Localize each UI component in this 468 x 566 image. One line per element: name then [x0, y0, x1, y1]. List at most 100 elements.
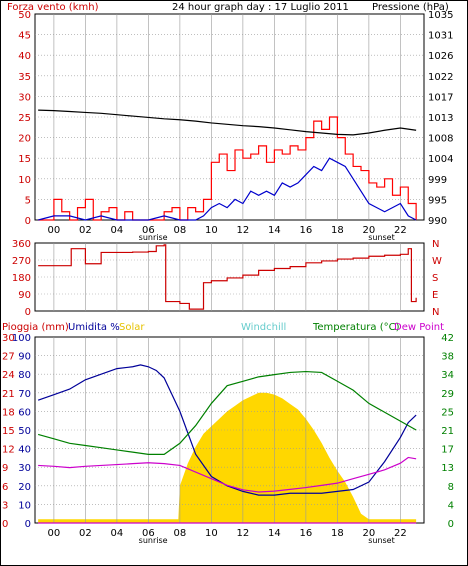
x-tick-label: 14: [268, 528, 281, 539]
temperature-tick-label: 29: [441, 389, 454, 400]
pressure-tick-label: 1004: [428, 154, 453, 165]
compass-label: W: [432, 256, 442, 267]
wind-tick-label: 20: [18, 134, 31, 145]
dewpoint-legend: Dew Point: [394, 322, 444, 333]
humidity-tick-label: 70: [18, 389, 31, 400]
temperature-tick-label: 34: [441, 370, 454, 381]
rain-tick-label: 6: [2, 482, 8, 493]
wind-tick-label: 0: [25, 216, 31, 227]
humidity-tick-label: 60: [18, 407, 31, 418]
pressure-tick-label: 1017: [428, 92, 453, 103]
humidity-tick-label: 30: [18, 463, 31, 474]
sunrise-label: sunrise: [139, 536, 168, 545]
temperature-series: [37, 370, 417, 455]
rain-tick-label: 27: [2, 352, 15, 363]
humidity-tick-label: 90: [18, 352, 31, 363]
x-tick-label: 18: [331, 528, 344, 539]
pressure-series: [38, 109, 417, 136]
pressure-tick-label: 1022: [428, 72, 453, 83]
pressure-tick-label: 1026: [428, 51, 453, 62]
direction-tick-label: 180: [12, 273, 31, 284]
temperature-tick-label: 25: [441, 407, 454, 418]
rain-tick-label: 12: [2, 445, 15, 456]
wind-tick-label: 50: [18, 10, 31, 21]
humidity-tick-label: 50: [18, 426, 31, 437]
temperature-tick-label: 13: [441, 463, 454, 474]
rain-tick-label: 15: [2, 426, 15, 437]
rain-tick-label: 18: [2, 407, 15, 418]
direction-tick-label: 360: [12, 239, 31, 250]
wind-tick-label: 45: [18, 31, 31, 42]
x-tick-label: 16: [300, 225, 313, 236]
direction-tick-label: 90: [18, 290, 31, 301]
x-tick-label: 10: [205, 528, 218, 539]
x-tick-label: 02: [79, 225, 92, 236]
wind-tick-label: 5: [25, 195, 31, 206]
x-tick-label: 20: [363, 225, 376, 236]
gust-series: [38, 116, 417, 221]
wind-axis-title: Forza vento (kmh): [7, 2, 99, 13]
x-tick-label: 22: [394, 225, 407, 236]
x-tick-label: 08: [174, 225, 187, 236]
humidity-axis-title: Umidita %: [68, 322, 120, 333]
x-tick-label: 14: [268, 225, 281, 236]
solar-area: [38, 392, 417, 523]
x-tick-label: 18: [331, 225, 344, 236]
x-tick-label: 00: [48, 225, 61, 236]
pressure-tick-label: 1008: [428, 134, 453, 145]
direction-tick-label: 0: [25, 307, 31, 318]
x-tick-label: 06: [142, 225, 155, 236]
sunrise-label: sunrise: [139, 233, 168, 242]
pressure-tick-label: 995: [428, 195, 447, 206]
humidity-tick-label: 0: [25, 519, 31, 530]
solar-legend: Solar: [119, 322, 145, 333]
compass-label: N: [432, 307, 439, 318]
direction-series: [38, 244, 417, 310]
windchill-legend: Windchill: [241, 322, 286, 333]
wind-tick-label: 30: [18, 92, 31, 103]
pressure-axis-title: Pressione (hPa): [372, 2, 449, 13]
wind-tick-label: 15: [18, 154, 31, 165]
x-tick-label: 12: [237, 225, 250, 236]
pressure-tick-label: 1013: [428, 113, 453, 124]
average-wind-series: [37, 157, 417, 221]
x-tick-label: 06: [142, 528, 155, 539]
humidity-series: [37, 364, 417, 496]
rain-tick-label: 9: [2, 463, 8, 474]
temperature-tick-label: 0: [448, 519, 454, 530]
compass-label: E: [432, 290, 438, 301]
humidity-tick-label: 100: [12, 333, 31, 344]
x-tick-label: 22: [394, 528, 407, 539]
x-tick-label: 16: [300, 528, 313, 539]
x-tick-label: 12: [237, 528, 250, 539]
temperature-axis-title: Temperatura (°C): [312, 322, 400, 333]
temperature-tick-label: 42: [441, 333, 454, 344]
sunset-label: sunset: [368, 233, 395, 242]
pressure-tick-label: 999: [428, 175, 447, 186]
rain-axis-title: Pioggia (mm): [2, 322, 69, 333]
rain-tick-label: 3: [2, 500, 8, 511]
compass-label: N: [432, 239, 439, 250]
temperature-tick-label: 4: [448, 500, 454, 511]
direction-tick-label: 270: [12, 256, 31, 267]
humidity-tick-label: 10: [18, 500, 31, 511]
page-title: 24 hour graph day : 17 Luglio 2011: [172, 2, 349, 13]
rain-tick-label: 0: [2, 519, 8, 530]
wind-tick-label: 25: [18, 113, 31, 124]
wind-tick-label: 10: [18, 175, 31, 186]
x-tick-label: 04: [111, 225, 124, 236]
compass-label: S: [432, 273, 438, 284]
x-tick-label: 20: [363, 528, 376, 539]
temperature-tick-label: 8: [448, 482, 454, 493]
temperature-tick-label: 17: [441, 445, 454, 456]
pressure-tick-label: 1035: [428, 10, 453, 21]
x-tick-label: 00: [48, 528, 61, 539]
wind-tick-label: 40: [18, 51, 31, 62]
temperature-tick-label: 21: [441, 426, 454, 437]
humidity-tick-label: 80: [18, 370, 31, 381]
pressure-tick-label: 990: [428, 216, 447, 227]
humidity-tick-label: 20: [18, 482, 31, 493]
pressure-tick-label: 1031: [428, 31, 453, 42]
x-tick-label: 02: [79, 528, 92, 539]
